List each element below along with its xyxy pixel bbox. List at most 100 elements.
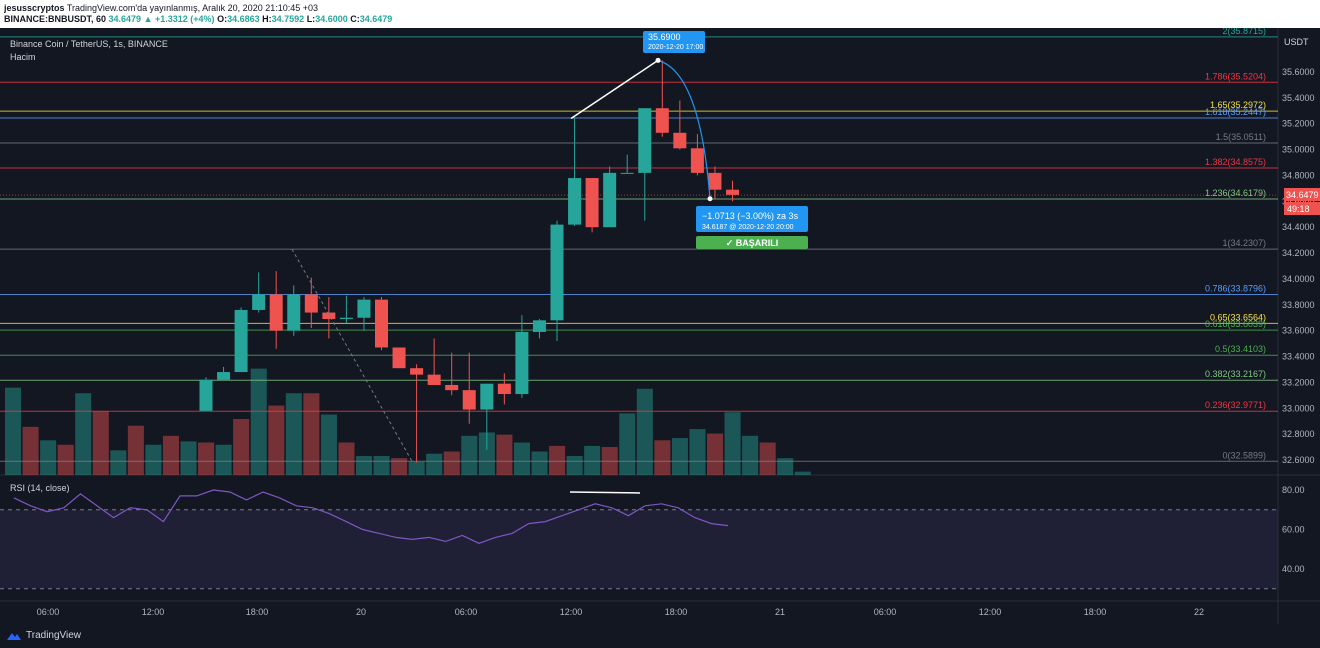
volume-bar — [742, 435, 759, 475]
price-tick-label: 33.2000 — [1282, 377, 1315, 387]
fib-level-label: 0.618(33.6039) — [1205, 319, 1266, 329]
candle-body — [638, 108, 652, 173]
volume-bar — [636, 388, 653, 475]
peak-callout-box — [643, 31, 705, 53]
volume-bar — [794, 471, 811, 475]
volume-bar — [145, 444, 162, 475]
time-tick-label: 12:00 — [142, 607, 165, 617]
peak-price: 35.6900 — [648, 32, 681, 42]
tradingview-logo[interactable]: TradingView — [6, 630, 81, 641]
fib-level-label: 1.382(34.8575) — [1205, 157, 1266, 167]
price-tick-label: 33.8000 — [1282, 300, 1315, 310]
tradingview-logo-icon — [7, 632, 21, 640]
candle-body — [726, 189, 739, 195]
volume-bar — [57, 444, 74, 475]
volume-bar — [92, 411, 109, 475]
price-tick-label: 32.8000 — [1282, 429, 1315, 439]
candle-body — [287, 294, 301, 331]
price-chart[interactable]: 1.786(35.5204) 1.65(35.2972)1.618(35.2447… — [0, 28, 1320, 624]
volume-bar — [478, 432, 495, 475]
author-name[interactable]: jesusscryptos — [4, 3, 65, 13]
candle-body — [269, 294, 283, 331]
rsi-tick-label: 80.00 — [1282, 485, 1305, 495]
fib-level-label: 0.382(33.2167) — [1205, 369, 1266, 379]
last-price: 34.6479 — [108, 14, 142, 24]
volume-bar — [22, 426, 39, 475]
candle-body — [445, 384, 459, 391]
price-tick-label: 34.2000 — [1282, 248, 1315, 258]
time-tick-label: 06:00 — [455, 607, 478, 617]
volume-bar — [584, 445, 601, 475]
publish-info: TradingView.com'da yayınlanmış, Aralık 2… — [66, 3, 319, 13]
fib-level-label: 0(32.5899) — [1222, 450, 1266, 460]
rsi-tick-label: 40.00 — [1282, 564, 1305, 574]
chart-title: Binance Coin / TetherUS, 1s, BINANCE — [10, 39, 168, 49]
volume-bar — [162, 435, 179, 475]
volume-bar — [198, 442, 215, 475]
last-price-badge-text: 34.6479 — [1286, 190, 1319, 200]
target-marker — [707, 196, 713, 202]
volume-bar — [531, 451, 548, 475]
peak-callout: 35.6900 2020-12-20 17:00 — [643, 31, 705, 53]
price-tick-label: 33.6000 — [1282, 326, 1315, 336]
volume-bar — [233, 419, 250, 475]
time-tick-label: 18:00 — [665, 607, 688, 617]
volume-bar — [268, 405, 285, 475]
candle-body — [234, 309, 248, 373]
symbol-label: BINANCE:BNBUSDT, 60 — [4, 14, 107, 24]
candle-body — [339, 317, 353, 320]
time-tick-label: 18:00 — [1084, 607, 1107, 617]
candle-body — [375, 299, 388, 348]
time-tick-label: 12:00 — [979, 607, 1002, 617]
volume-bar — [671, 438, 688, 475]
success-badge — [696, 236, 808, 249]
volume-bar — [75, 393, 92, 475]
volume-bar — [777, 458, 794, 475]
volume-bar — [215, 444, 232, 475]
volume-bar — [408, 461, 425, 475]
price-tick-label: 35.6000 — [1282, 67, 1315, 77]
volume-bar — [285, 393, 302, 475]
currency-label: USDT — [1284, 37, 1309, 47]
fib-level-label: 1.618(35.2447) — [1205, 107, 1266, 117]
close-value: 34.6479 — [359, 14, 393, 24]
candle-body — [410, 368, 424, 375]
open-label: O: — [217, 14, 228, 24]
candle-body — [673, 132, 687, 149]
candle-body — [497, 383, 511, 395]
tradingview-logo-text: TradingView — [26, 630, 82, 641]
chart-header: jesusscryptos TradingView.com'da yayınla… — [0, 0, 1320, 28]
last-price-badge: 34.6479 49:18 — [1284, 188, 1320, 215]
candle-body — [322, 312, 336, 320]
price-tick-label: 35.2000 — [1282, 119, 1315, 129]
timer-badge-text: 49:18 — [1287, 204, 1310, 214]
volume-bar — [461, 435, 478, 475]
volume-bar — [707, 433, 724, 475]
price-tick-label: 34.8000 — [1282, 170, 1315, 180]
rsi-line — [13, 489, 729, 544]
volume-bar — [356, 455, 373, 475]
candle-body — [357, 299, 371, 318]
volume-bar — [40, 440, 57, 475]
price-axis-panel — [1278, 28, 1320, 624]
fib-level-label: 0.236(32.9771) — [1205, 400, 1266, 410]
price-change: ▲ +1.3312 (+4%) — [143, 14, 215, 24]
last-price-badge-bg — [1284, 188, 1320, 201]
footer: TradingView — [0, 624, 1320, 648]
volume-bar — [619, 413, 636, 475]
timer-badge-bg — [1284, 202, 1320, 215]
close-label: C: — [350, 14, 360, 24]
candle-body — [199, 379, 213, 411]
measure-target: 34.6187 @ 2020-12-20 20:00 — [702, 224, 794, 231]
fib-level-label: 1.786(35.5204) — [1205, 71, 1266, 81]
candle-body — [427, 374, 441, 385]
volume-bar — [689, 429, 706, 475]
trend-line — [570, 59, 659, 120]
volume-bar — [724, 412, 741, 475]
volume-bar — [250, 368, 267, 475]
volume-label: Hacim — [10, 52, 36, 62]
volume-bar — [338, 442, 355, 475]
open-value: 34.6863 — [227, 14, 260, 24]
low-value: 34.6000 — [315, 14, 348, 24]
volume-bar — [5, 387, 22, 475]
